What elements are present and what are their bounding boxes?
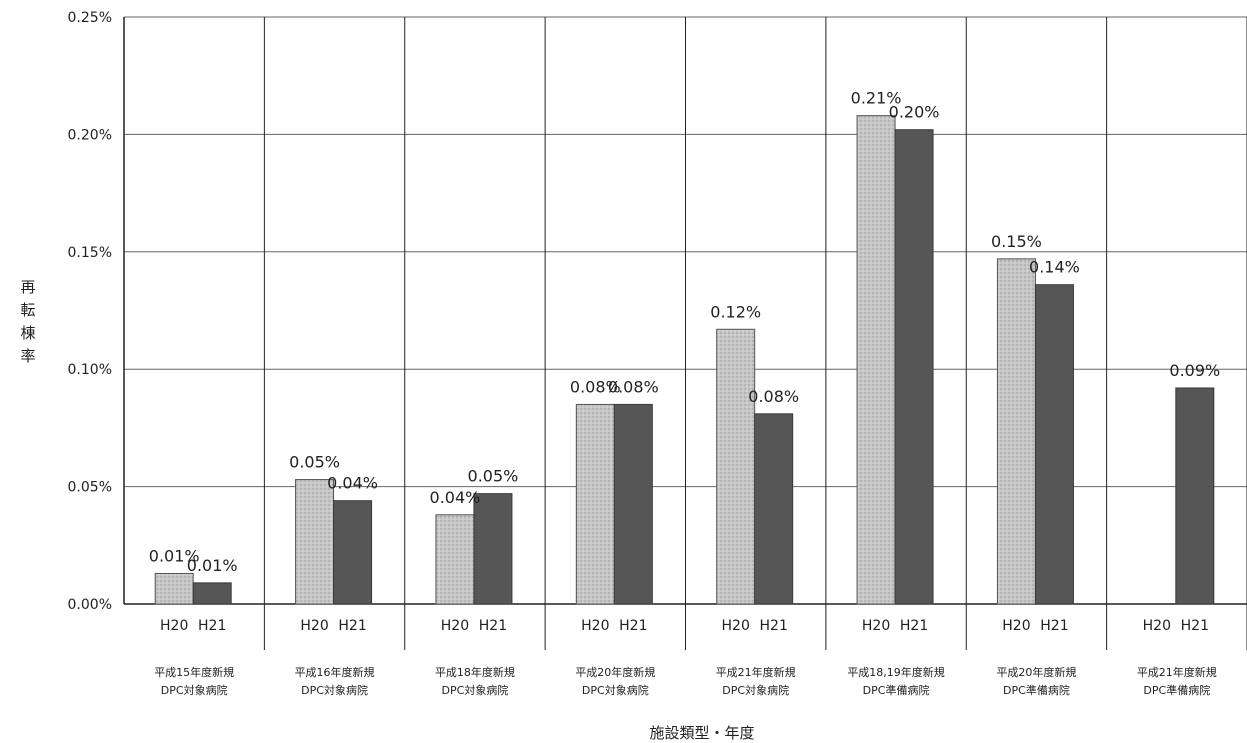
x-category-label: DPC準備病院 xyxy=(863,683,930,697)
bar-h20 xyxy=(154,572,194,605)
bar-h21 xyxy=(333,500,373,605)
data-label: 0.08% xyxy=(570,377,621,396)
bar-h21 xyxy=(1034,284,1074,605)
bar-h21 xyxy=(894,129,934,605)
data-label: 0.12% xyxy=(710,302,761,321)
data-label: 0.01% xyxy=(187,556,238,575)
x-subcategory-label: H20 xyxy=(722,618,750,634)
x-category-label: DPC対象病院 xyxy=(722,683,789,697)
bar-h21 xyxy=(613,403,653,605)
x-axis-title: 施設類型・年度 xyxy=(649,724,754,742)
data-label: 0.08% xyxy=(748,387,799,406)
x-subcategory-label: H21 xyxy=(479,618,507,634)
bar-h21 xyxy=(754,413,794,605)
y-tick-label: 0.05% xyxy=(68,480,112,496)
x-subcategory-label: H21 xyxy=(900,618,928,634)
bar-h20 xyxy=(295,479,335,605)
bar-h21 xyxy=(192,582,232,605)
x-subcategory-label: H20 xyxy=(1002,618,1030,634)
bars xyxy=(154,115,1215,605)
x-category-label: DPC対象病院 xyxy=(301,683,368,697)
x-category-label: 平成20年度新規 xyxy=(575,665,655,679)
data-label: 0.20% xyxy=(889,103,940,122)
data-label: 0.01% xyxy=(149,546,200,565)
data-label: 0.21% xyxy=(851,89,902,108)
data-label: 0.05% xyxy=(468,467,519,486)
bar-h20 xyxy=(575,403,615,605)
y-axis-title: 再転棟率 xyxy=(20,278,35,365)
data-label: 0.09% xyxy=(1169,361,1220,380)
x-category-label: DPC対象病院 xyxy=(582,683,649,697)
data-label: 0.05% xyxy=(289,453,340,472)
data-label: 0.08% xyxy=(608,377,659,396)
x-category-label: DPC対象病院 xyxy=(161,683,228,697)
data-label: 0.04% xyxy=(430,488,481,507)
x-category-label: 平成16年度新規 xyxy=(295,665,375,679)
bar-h21 xyxy=(1175,387,1215,605)
x-subcategory-label: H21 xyxy=(198,618,226,634)
y-tick-label: 0.20% xyxy=(68,127,112,143)
bar-h20 xyxy=(856,115,896,605)
x-category-label: 平成18年度新規 xyxy=(435,665,515,679)
bar-h20 xyxy=(996,258,1036,605)
x-subcategory-label: H20 xyxy=(581,618,609,634)
x-subcategory-label: H21 xyxy=(619,618,647,634)
data-label: 0.14% xyxy=(1029,258,1080,277)
x-category-label: DPC対象病院 xyxy=(442,683,509,697)
y-tick-label: 0.00% xyxy=(68,597,112,613)
x-category-label: 平成20年度新規 xyxy=(996,665,1076,679)
y-tick-label: 0.25% xyxy=(68,10,112,26)
y-axis-title-char: 棟 xyxy=(20,324,35,342)
y-tick-label: 0.10% xyxy=(68,362,112,378)
grid-lines xyxy=(123,16,1247,650)
x-subcategory-label: H20 xyxy=(862,618,890,634)
x-subcategory-label: H20 xyxy=(1143,618,1171,634)
x-category-label: 平成21年度新規 xyxy=(716,665,796,679)
x-subcategory-label: H20 xyxy=(160,618,188,634)
x-category-label: DPC準備病院 xyxy=(1143,683,1210,697)
y-axis-title-char: 率 xyxy=(20,347,35,365)
labels: 0.00% 0.05% 0.10% 0.15% 0.20% 0.25% 0.01%0.01%… xyxy=(68,10,1221,697)
bar-h20 xyxy=(435,514,475,605)
x-subcategory-label: H20 xyxy=(300,618,328,634)
x-category-label: DPC準備病院 xyxy=(1003,683,1070,697)
x-subcategory-label: H21 xyxy=(1181,618,1209,634)
y-tick-label: 0.15% xyxy=(68,245,112,261)
y-axis-title-char: 再 xyxy=(20,278,35,296)
x-category-label: 平成18,19年度新規 xyxy=(847,665,945,679)
bar-h21 xyxy=(473,493,513,605)
bar-h20 xyxy=(716,328,756,605)
x-subcategory-label: H21 xyxy=(1040,618,1068,634)
x-category-label: 平成15年度新規 xyxy=(154,665,234,679)
x-category-label: 平成21年度新規 xyxy=(1137,665,1217,679)
x-subcategory-label: H21 xyxy=(338,618,366,634)
data-label: 0.15% xyxy=(991,232,1042,251)
x-subcategory-label: H20 xyxy=(441,618,469,634)
data-label: 0.04% xyxy=(327,474,378,493)
x-subcategory-label: H21 xyxy=(760,618,788,634)
y-axis-title-char: 転 xyxy=(20,301,35,319)
